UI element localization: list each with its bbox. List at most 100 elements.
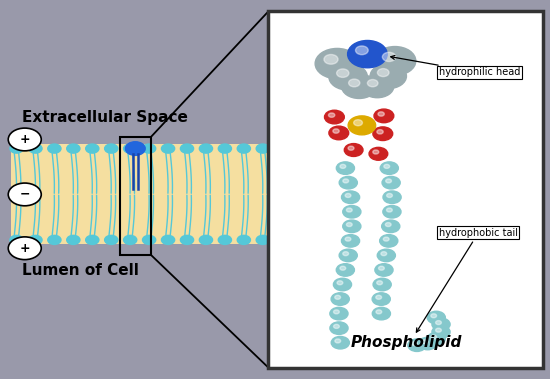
Circle shape xyxy=(374,47,416,75)
Circle shape xyxy=(330,307,348,320)
Circle shape xyxy=(382,176,400,189)
Circle shape xyxy=(408,235,421,244)
Circle shape xyxy=(351,235,364,244)
Circle shape xyxy=(381,252,387,256)
Text: Lumen of Cell: Lumen of Cell xyxy=(22,263,139,279)
Circle shape xyxy=(342,74,377,99)
Circle shape xyxy=(383,237,389,241)
Circle shape xyxy=(373,150,379,154)
Circle shape xyxy=(346,222,352,227)
Circle shape xyxy=(503,235,516,244)
Circle shape xyxy=(48,144,61,153)
Circle shape xyxy=(10,235,23,244)
Circle shape xyxy=(29,235,42,244)
Circle shape xyxy=(346,208,352,212)
Circle shape xyxy=(162,235,175,244)
Circle shape xyxy=(374,109,394,123)
Circle shape xyxy=(343,205,361,218)
Circle shape xyxy=(256,144,270,153)
Circle shape xyxy=(386,179,392,183)
Text: Extracellular Space: Extracellular Space xyxy=(22,110,188,125)
Circle shape xyxy=(218,144,232,153)
Circle shape xyxy=(29,144,42,153)
Text: +: + xyxy=(19,242,30,255)
Circle shape xyxy=(124,144,137,153)
Circle shape xyxy=(521,235,535,244)
Circle shape xyxy=(339,249,358,262)
Circle shape xyxy=(324,110,344,124)
Circle shape xyxy=(427,332,446,345)
Circle shape xyxy=(124,235,137,244)
Circle shape xyxy=(331,293,349,305)
Circle shape xyxy=(361,75,394,98)
Circle shape xyxy=(337,281,343,285)
Circle shape xyxy=(343,252,349,256)
Circle shape xyxy=(372,293,390,305)
Circle shape xyxy=(104,235,118,244)
Circle shape xyxy=(446,144,459,153)
Circle shape xyxy=(332,235,345,244)
Circle shape xyxy=(384,164,389,168)
Circle shape xyxy=(436,328,442,332)
Circle shape xyxy=(370,235,383,244)
Circle shape xyxy=(377,69,389,77)
Circle shape xyxy=(8,128,41,151)
Bar xyxy=(120,137,151,255)
Text: hydrophobic tail: hydrophobic tail xyxy=(416,228,518,332)
Circle shape xyxy=(419,337,437,350)
Circle shape xyxy=(313,235,326,244)
Circle shape xyxy=(345,193,351,197)
Circle shape xyxy=(8,183,41,206)
Bar xyxy=(268,11,543,368)
Circle shape xyxy=(343,179,349,183)
Circle shape xyxy=(465,235,478,244)
Circle shape xyxy=(427,235,440,244)
Circle shape xyxy=(180,144,194,153)
Circle shape xyxy=(344,144,363,157)
Circle shape xyxy=(408,144,421,153)
Bar xyxy=(11,144,534,244)
Circle shape xyxy=(375,264,393,276)
Circle shape xyxy=(275,144,288,153)
Circle shape xyxy=(432,318,450,330)
Circle shape xyxy=(432,326,450,338)
Circle shape xyxy=(427,144,440,153)
Circle shape xyxy=(387,193,393,197)
Circle shape xyxy=(294,144,307,153)
Circle shape xyxy=(162,144,175,153)
Circle shape xyxy=(389,235,402,244)
Circle shape xyxy=(104,144,118,153)
Circle shape xyxy=(328,113,335,117)
Circle shape xyxy=(335,295,340,299)
Circle shape xyxy=(378,266,384,270)
Circle shape xyxy=(329,126,349,140)
Circle shape xyxy=(483,235,497,244)
Text: +: + xyxy=(19,133,30,146)
Circle shape xyxy=(10,144,23,153)
Circle shape xyxy=(256,235,270,244)
Circle shape xyxy=(348,116,376,135)
Circle shape xyxy=(379,235,398,247)
Circle shape xyxy=(383,205,401,218)
Text: −: − xyxy=(19,188,30,201)
Circle shape xyxy=(389,144,402,153)
Circle shape xyxy=(436,321,442,324)
Circle shape xyxy=(372,307,390,320)
Circle shape xyxy=(377,130,383,134)
Circle shape xyxy=(275,235,288,244)
Circle shape xyxy=(333,324,339,328)
Circle shape xyxy=(333,129,339,133)
Circle shape xyxy=(324,55,338,64)
Circle shape xyxy=(340,164,346,168)
Circle shape xyxy=(125,142,145,155)
Circle shape xyxy=(86,235,99,244)
Circle shape xyxy=(332,144,345,153)
Circle shape xyxy=(343,220,361,233)
Circle shape xyxy=(67,144,80,153)
Circle shape xyxy=(378,112,384,116)
Circle shape xyxy=(142,144,156,153)
Circle shape xyxy=(422,340,428,344)
Circle shape xyxy=(354,120,362,126)
Circle shape xyxy=(333,278,351,291)
Circle shape xyxy=(294,235,307,244)
